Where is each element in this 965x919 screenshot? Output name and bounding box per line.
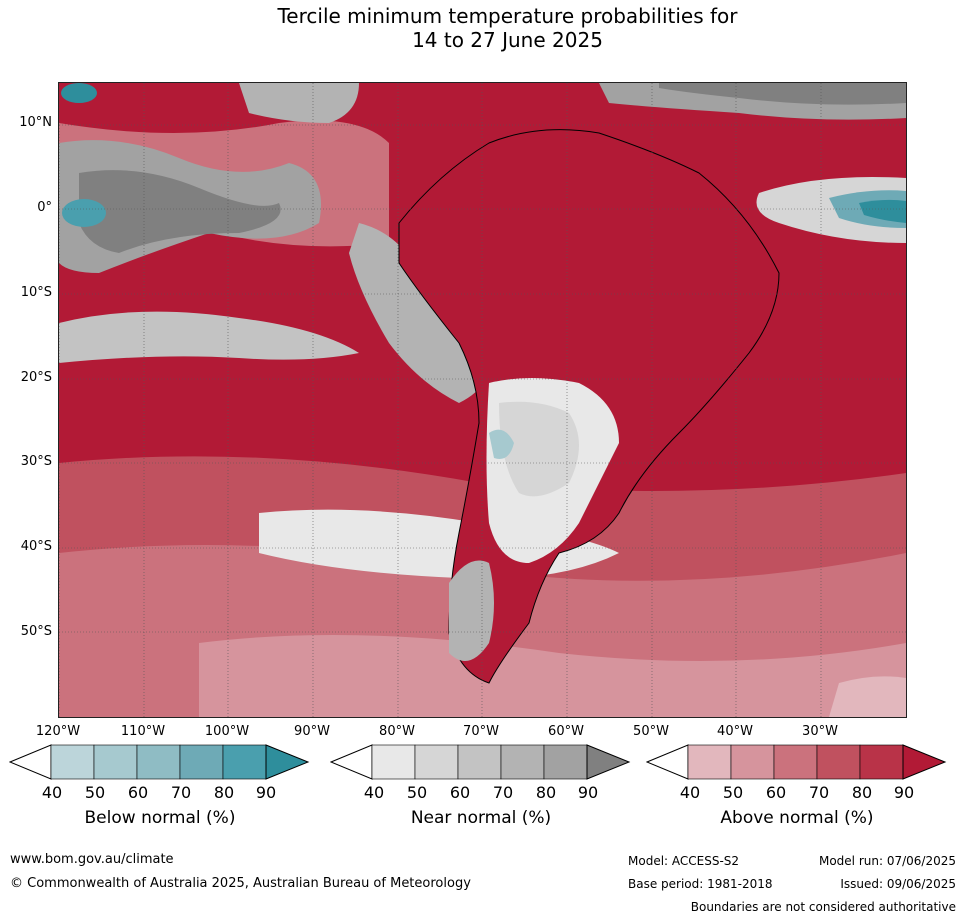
colorbar-max-arrow: [586, 744, 631, 780]
lon-label-30w: 30°W: [802, 724, 838, 739]
footer-copyright: © Commonwealth of Australia 2025, Austra…: [10, 876, 471, 891]
tick-near-80: 80: [535, 783, 557, 802]
near-normal-top-right-90: [659, 83, 906, 105]
lon-label-110w: 110°W: [120, 724, 166, 739]
lon-label-80w: 80°W: [379, 724, 415, 739]
colorbar-near-normal: [330, 744, 631, 780]
tick-above-60: 60: [765, 783, 787, 802]
lat-label-50s: 50°S: [20, 624, 52, 639]
colorbar-max-arrow: [902, 744, 947, 780]
near-normal-eastern-pacific: [59, 311, 359, 363]
tick-near-70: 70: [492, 783, 514, 802]
colorbar-segment: [859, 744, 904, 780]
colorbar-min-arrow: [330, 744, 373, 780]
lon-label-40w: 40°W: [717, 724, 753, 739]
footer-url: www.bom.gov.au/climate: [10, 852, 174, 867]
footer-model-run: Model run: 07/06/2025: [818, 854, 956, 868]
tick-below-90: 90: [255, 783, 277, 802]
near-normal-90-pacific: [79, 170, 281, 253]
tick-below-40: 40: [41, 783, 63, 802]
title-line-1: Tercile minimum temperature probabilitie…: [277, 4, 738, 28]
colorbar-below-normal: [9, 744, 310, 780]
colorbar-segment: [816, 744, 861, 780]
legend-title-below: Below normal (%): [84, 808, 236, 828]
tick-near-50: 50: [406, 783, 428, 802]
near-normal-50-land: [499, 401, 579, 497]
lat-label-0: 0°: [37, 200, 52, 215]
legend-title-near: Near normal (%): [410, 808, 552, 828]
colorbar-segment: [687, 744, 732, 780]
lon-label-50w: 50°W: [633, 724, 669, 739]
map-title: Tercile minimum temperature probabilitie…: [0, 4, 965, 52]
tick-below-80: 80: [213, 783, 235, 802]
probability-map: [58, 82, 907, 718]
colorbar-segment: [730, 744, 775, 780]
tick-below-60: 60: [127, 783, 149, 802]
footer-disclaimer: Boundaries are not considered authoritat…: [690, 900, 956, 914]
colorbar-segment: [179, 744, 224, 780]
colorbar-segment: [50, 744, 95, 780]
map-svg: [59, 83, 906, 717]
footer-model: Model: ACCESS-S2: [628, 854, 740, 868]
above-normal-40-region: [829, 676, 906, 717]
colorbar-segment: [93, 744, 138, 780]
tick-above-80: 80: [851, 783, 873, 802]
colorbar-segment: [414, 744, 459, 780]
colorbar-segment: [457, 744, 502, 780]
colorbar-segment: [773, 744, 818, 780]
tick-below-50: 50: [84, 783, 106, 802]
colorbar-segment: [222, 744, 267, 780]
tick-above-90: 90: [893, 783, 915, 802]
lon-label-120w: 120°W: [35, 724, 81, 739]
tick-above-70: 70: [808, 783, 830, 802]
below-normal-andes: [489, 429, 514, 459]
colorbar-segment: [500, 744, 545, 780]
legend-title-above: Above normal (%): [720, 808, 874, 828]
lat-label-20s: 20°S: [20, 370, 52, 385]
footer-issued: Issued: 09/06/2025: [840, 877, 956, 891]
colorbar-above-normal: [646, 744, 947, 780]
below-normal-pacific-west: [62, 199, 106, 227]
tick-near-40: 40: [363, 783, 385, 802]
near-normal-coastal-strip: [349, 223, 486, 403]
lon-label-70w: 70°W: [463, 724, 499, 739]
lat-label-10s: 10°S: [20, 285, 52, 300]
lat-label-30s: 30°S: [20, 454, 52, 469]
above-normal-50-region: [199, 635, 906, 717]
colorbar-segment: [371, 744, 416, 780]
colorbar-segment: [543, 744, 588, 780]
colorbar-max-arrow: [265, 744, 310, 780]
patagonia-grey: [449, 560, 494, 661]
colorbar-segment: [136, 744, 181, 780]
lon-label-60w: 60°W: [548, 724, 584, 739]
title-line-2: 14 to 27 June 2025: [412, 28, 603, 52]
colorbar-min-arrow: [9, 744, 52, 780]
gridlines: [59, 83, 906, 717]
tick-above-40: 40: [679, 783, 701, 802]
lon-label-100w: 100°W: [204, 724, 250, 739]
tick-above-50: 50: [722, 783, 744, 802]
below-normal-atlantic-90: [859, 199, 906, 223]
tick-below-70: 70: [170, 783, 192, 802]
lon-label-90w: 90°W: [294, 724, 330, 739]
lat-label-10n: 10°N: [19, 115, 52, 130]
tick-near-90: 90: [577, 783, 599, 802]
below-normal-pacific-nw: [61, 83, 97, 103]
tick-near-60: 60: [449, 783, 471, 802]
footer-base-period: Base period: 1981-2018: [628, 877, 773, 891]
near-normal-top-band: [239, 83, 359, 123]
lat-label-40s: 40°S: [20, 539, 52, 554]
colorbar-min-arrow: [646, 744, 689, 780]
